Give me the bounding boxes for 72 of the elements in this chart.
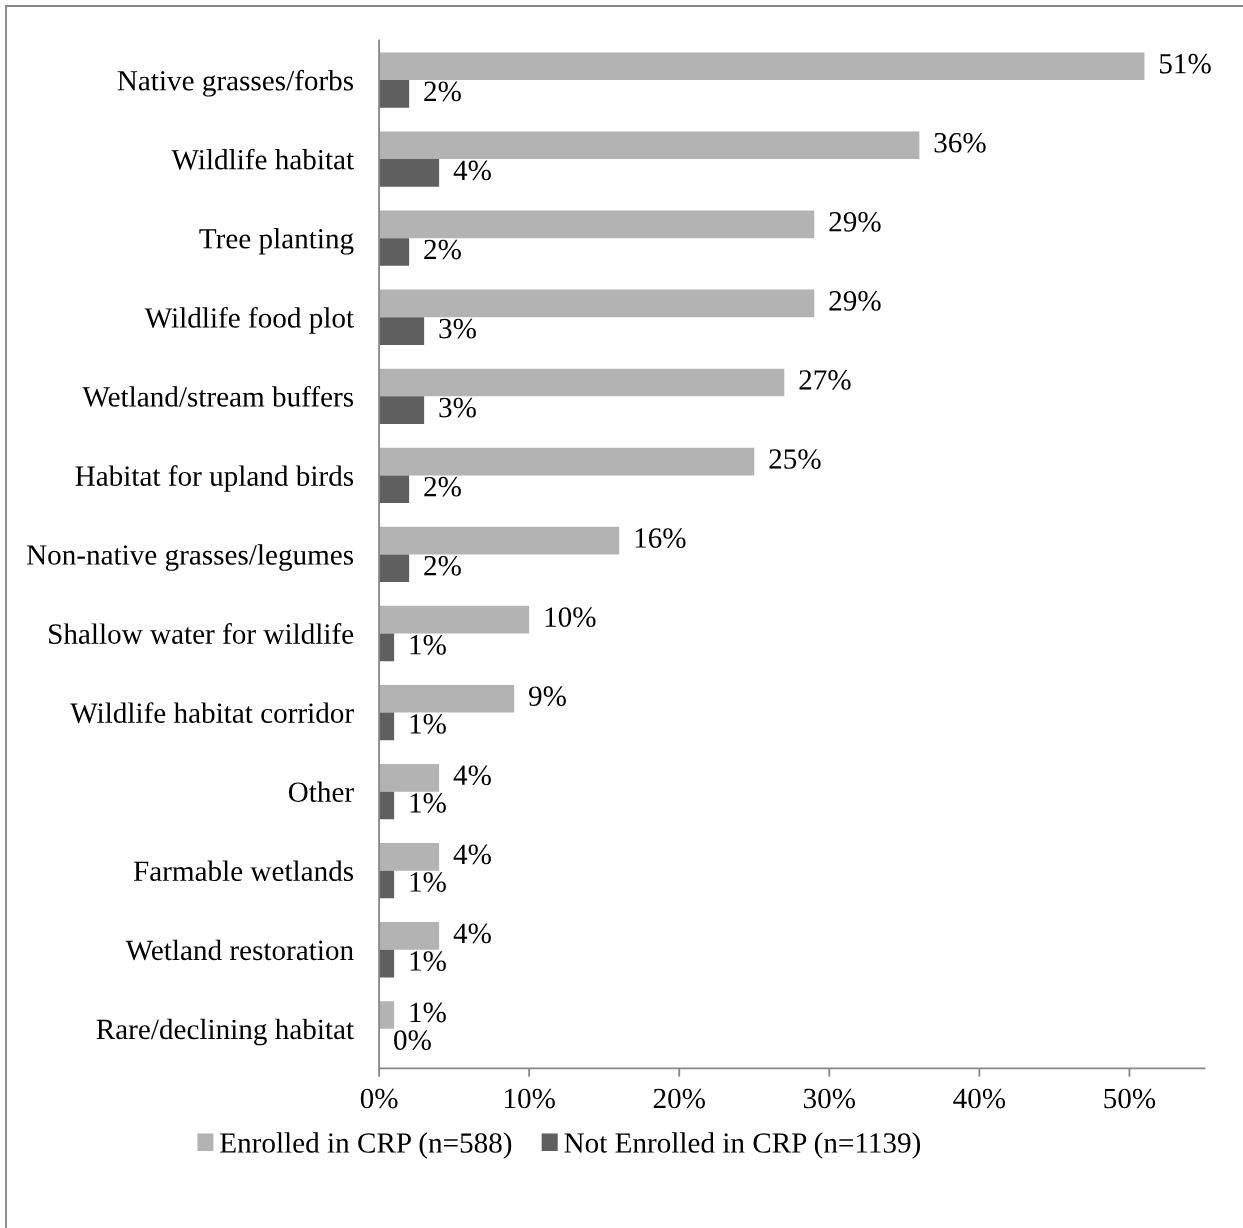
data-label: 4%	[453, 160, 491, 181]
bar	[379, 159, 440, 187]
y-tick-label: Habitat for upland birds	[75, 465, 354, 492]
data-label: 2%	[424, 476, 461, 497]
data-label: 1%	[410, 1002, 446, 1023]
data-label: 36%	[934, 132, 986, 153]
data-label: 16%	[635, 528, 686, 548]
bar	[379, 131, 920, 160]
x-tick-label: 20%	[653, 1088, 705, 1109]
data-label: 3%	[439, 397, 476, 418]
bar	[379, 554, 410, 583]
bar	[379, 684, 515, 713]
bar	[379, 210, 815, 239]
data-label: 10%	[545, 607, 596, 628]
bar	[379, 447, 755, 476]
data-label: 1%	[410, 634, 446, 655]
bar	[379, 80, 410, 108]
bar	[379, 396, 425, 424]
data-label: 29%	[829, 211, 881, 232]
data-label: 25%	[769, 449, 821, 469]
y-tick-label: Non-native grasses/legumes	[26, 544, 354, 571]
bar	[379, 475, 410, 504]
y-tick-label: Wildlife food plot	[144, 306, 354, 334]
y-tick-label: Rare/declining habitat	[96, 1018, 354, 1046]
bar	[379, 526, 620, 555]
data-label: 2%	[424, 81, 461, 102]
data-label: 0%	[394, 1030, 431, 1051]
y-tick-label: Other	[288, 781, 354, 803]
bar	[379, 763, 440, 792]
y-tick-label: Wetland restoration	[125, 939, 354, 961]
data-label: 51%	[1160, 53, 1211, 74]
y-tick-label: Native grasses/forbs	[117, 69, 354, 97]
data-label: 1%	[410, 951, 446, 971]
bar	[379, 633, 395, 662]
legend-label: Enrolled in CRP (n=588)	[220, 1132, 512, 1159]
bar	[379, 870, 395, 899]
bar	[379, 317, 425, 345]
bar	[379, 712, 395, 741]
x-tick-label: 40%	[953, 1088, 1006, 1109]
bar	[379, 289, 815, 318]
y-tick-label: Shallow water for wildlife	[49, 623, 354, 644]
y-tick-label: Wildlife habitat corridor	[70, 702, 354, 724]
bar	[379, 605, 530, 634]
y-tick-label: Wildlife habitat	[171, 148, 354, 170]
data-label: 4%	[453, 765, 491, 786]
data-label: 1%	[410, 872, 446, 892]
bar	[379, 368, 785, 397]
data-label: 2%	[424, 555, 461, 576]
y-tick-label: Farmable wetlands	[133, 860, 354, 882]
bar	[379, 949, 395, 978]
data-label: 2%	[424, 239, 461, 260]
data-label: 9%	[529, 686, 566, 707]
bar	[379, 922, 440, 950]
bar	[379, 1001, 395, 1029]
x-tick-label: 30%	[803, 1088, 856, 1109]
data-label: 29%	[829, 291, 881, 311]
data-label: 3%	[439, 318, 476, 339]
y-tick-label: Wetland/stream buffers	[82, 385, 354, 407]
x-tick-label: 0%	[360, 1088, 398, 1109]
bar	[379, 843, 440, 871]
legend-label: Not Enrolled in CRP (n=1139)	[564, 1132, 921, 1159]
bar	[379, 238, 410, 266]
x-tick-label: 50%	[1104, 1088, 1156, 1109]
data-label: 4%	[453, 923, 491, 944]
y-tick-label: Tree planting	[199, 228, 354, 255]
bar	[379, 52, 1145, 81]
data-label: 4%	[453, 844, 491, 865]
data-label: 27%	[799, 370, 851, 390]
bar	[379, 791, 395, 820]
x-tick-label: 10%	[505, 1088, 555, 1109]
data-label: 1%	[410, 793, 446, 813]
data-label: 1%	[410, 714, 446, 734]
